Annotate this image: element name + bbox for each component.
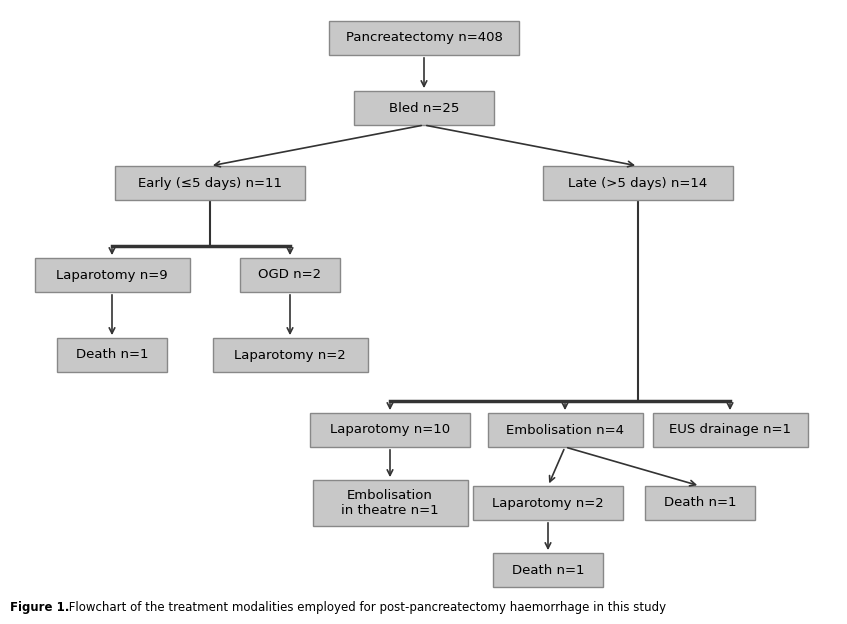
FancyBboxPatch shape xyxy=(313,480,468,526)
Text: Laparotomy n=9: Laparotomy n=9 xyxy=(56,268,168,281)
Text: Death n=1: Death n=1 xyxy=(664,497,736,510)
Text: Bled n=25: Bled n=25 xyxy=(389,102,459,114)
FancyBboxPatch shape xyxy=(354,91,494,125)
Text: EUS drainage n=1: EUS drainage n=1 xyxy=(669,424,791,437)
Text: Laparotomy n=2: Laparotomy n=2 xyxy=(492,497,604,510)
Text: Embolisation n=4: Embolisation n=4 xyxy=(506,424,624,437)
Text: Laparotomy n=2: Laparotomy n=2 xyxy=(234,348,346,361)
FancyBboxPatch shape xyxy=(240,258,340,292)
Text: Early (≤5 days) n=11: Early (≤5 days) n=11 xyxy=(138,177,282,190)
FancyBboxPatch shape xyxy=(329,21,519,55)
Text: Figure 1.: Figure 1. xyxy=(10,601,69,614)
FancyBboxPatch shape xyxy=(115,166,305,200)
FancyBboxPatch shape xyxy=(473,486,623,520)
Text: Laparotomy n=10: Laparotomy n=10 xyxy=(330,424,450,437)
FancyBboxPatch shape xyxy=(310,413,470,447)
FancyBboxPatch shape xyxy=(57,338,167,372)
Text: Death n=1: Death n=1 xyxy=(512,563,584,577)
FancyBboxPatch shape xyxy=(543,166,733,200)
Text: Death n=1: Death n=1 xyxy=(75,348,148,361)
FancyBboxPatch shape xyxy=(645,486,755,520)
FancyBboxPatch shape xyxy=(488,413,643,447)
Text: Flowchart of the treatment modalities employed for post-pancreatectomy haemorrha: Flowchart of the treatment modalities em… xyxy=(65,601,666,614)
FancyBboxPatch shape xyxy=(652,413,807,447)
FancyBboxPatch shape xyxy=(213,338,368,372)
Text: Embolisation
in theatre n=1: Embolisation in theatre n=1 xyxy=(341,489,439,517)
Text: Late (>5 days) n=14: Late (>5 days) n=14 xyxy=(568,177,707,190)
Text: OGD n=2: OGD n=2 xyxy=(258,268,322,281)
FancyBboxPatch shape xyxy=(35,258,190,292)
FancyBboxPatch shape xyxy=(493,553,603,587)
Text: Pancreatectomy n=408: Pancreatectomy n=408 xyxy=(346,31,502,44)
